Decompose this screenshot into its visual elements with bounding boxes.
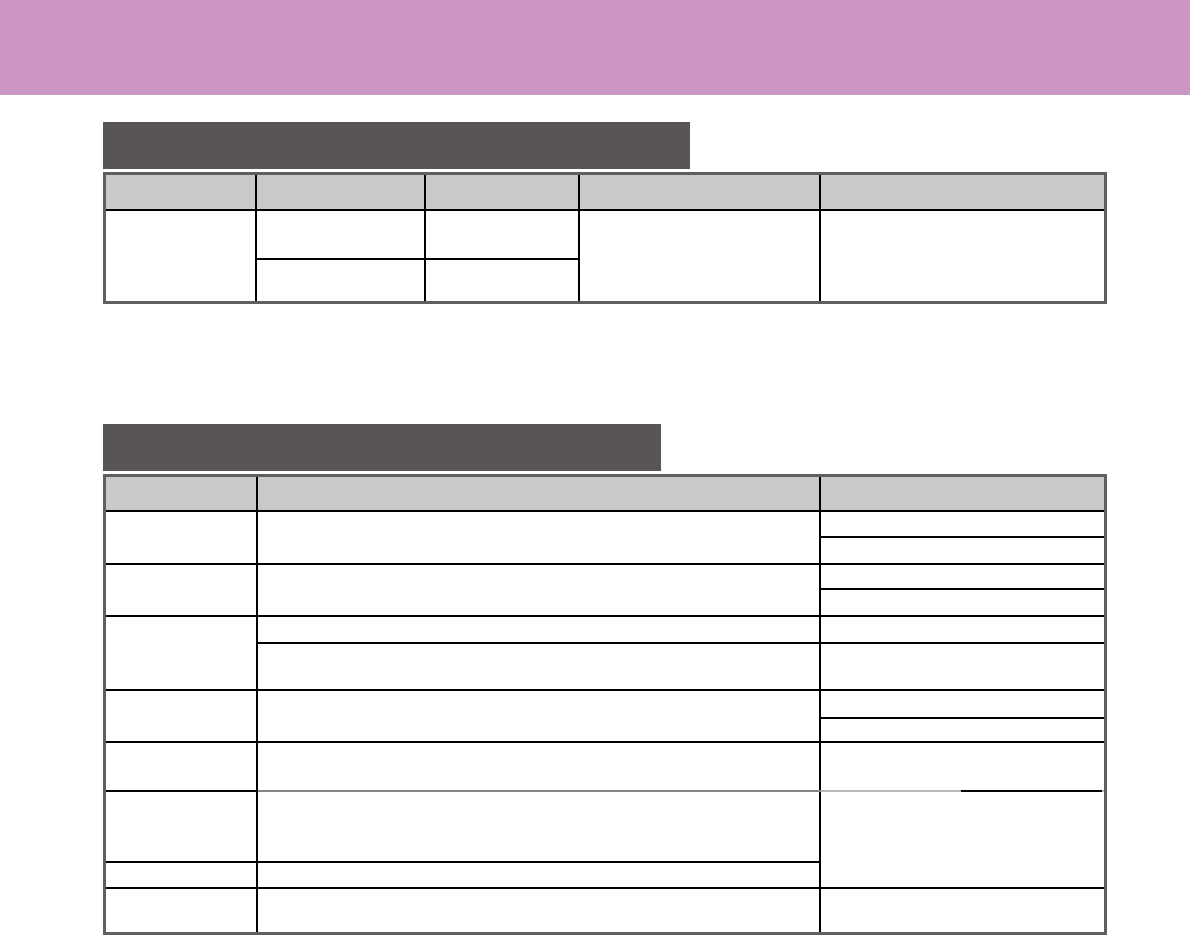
table2-cell <box>255 509 821 565</box>
table1-header-cell <box>577 172 821 211</box>
table1-header-cell <box>423 172 580 211</box>
table2-cell <box>255 886 821 935</box>
table1-cell <box>103 208 257 304</box>
table1-row <box>105 257 1106 304</box>
table2-cell <box>103 562 258 617</box>
table1-cell <box>818 208 1107 304</box>
section-title-bar-2 <box>103 424 661 471</box>
table2-cell <box>818 716 1107 743</box>
table1-header-cell <box>254 172 426 211</box>
table2-row <box>105 587 1107 617</box>
table2-cell <box>818 641 1107 691</box>
table1-header-cell <box>103 172 257 211</box>
table2-header-cell <box>255 474 821 512</box>
table2-cell <box>818 614 1107 644</box>
broken-border-black-segment <box>961 790 1102 792</box>
table1-cell <box>423 208 580 260</box>
section-title-bar-1 <box>103 122 690 169</box>
table2-row <box>103 614 1107 691</box>
table2-cell <box>818 688 1107 719</box>
table2-cell <box>818 562 1107 590</box>
table2-cell <box>818 587 1107 617</box>
table1-header-row <box>103 172 1107 211</box>
table1-header-cell <box>818 172 1107 211</box>
table2-row <box>105 716 1107 743</box>
table2-cell <box>103 886 258 935</box>
table2-cell <box>103 860 258 889</box>
table2-cell <box>103 740 258 792</box>
table2-cell <box>255 562 821 617</box>
table2-cell <box>255 641 821 691</box>
table2-cell <box>818 740 1107 792</box>
table2-row <box>103 509 1107 565</box>
table2-cell <box>103 509 258 565</box>
table2-header-row <box>103 474 1107 512</box>
table2-cell <box>103 789 258 863</box>
table2-row <box>103 860 1106 889</box>
table1-cell <box>423 257 580 304</box>
table2-row <box>103 789 1107 889</box>
table2-cell <box>255 740 821 792</box>
table-2 <box>103 474 1107 935</box>
table2-row <box>105 535 1107 565</box>
table2-cell <box>103 614 258 691</box>
page-header-band <box>0 0 1190 95</box>
table1-cell <box>254 208 426 260</box>
table2-cell <box>103 688 258 743</box>
table1-row <box>103 208 1107 304</box>
table2-cell <box>818 535 1107 565</box>
table2-cell <box>818 789 1107 889</box>
table1-cell <box>577 208 821 304</box>
table2-cell <box>255 688 821 743</box>
table-1 <box>103 172 1107 304</box>
table1-cell <box>254 257 426 304</box>
table2-row <box>103 740 1107 792</box>
table2-header-cell <box>818 474 1107 512</box>
table2-cell <box>818 886 1107 935</box>
table2-row <box>105 641 1107 691</box>
table2-cell <box>255 789 821 863</box>
table2-cell <box>255 614 821 644</box>
table2-row <box>103 562 1107 617</box>
table2-cell <box>818 509 1107 538</box>
table2-cell <box>255 860 821 889</box>
table2-row <box>103 688 1107 743</box>
table2-row <box>103 886 1107 935</box>
table2-header-cell <box>103 474 258 512</box>
